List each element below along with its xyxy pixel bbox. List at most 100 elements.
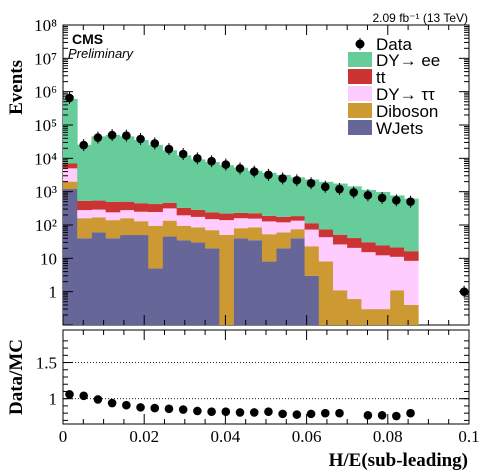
bar-wjets-16 (290, 238, 305, 325)
bar-dy-ee-1 (77, 144, 92, 201)
bar-dy-ee-3 (105, 134, 121, 202)
bar-wjets-13 (247, 240, 263, 325)
x-tick-label-3: 0.06 (292, 427, 322, 446)
luminosity-label: 2.09 fb⁻¹ (13 TeV) (373, 11, 469, 25)
ratio-point-6 (150, 403, 160, 413)
bar-tt-1 (77, 200, 92, 211)
bar-wjets-10 (205, 248, 220, 325)
bar-wjets-2 (91, 232, 107, 325)
bar-dy-ee-11 (219, 165, 234, 214)
svg-text:tt: tt (376, 68, 386, 87)
ratio-point-15 (278, 409, 287, 419)
bar-tt-4 (119, 201, 135, 211)
data-point-18 (320, 182, 330, 192)
bar-diboson-7 (162, 220, 178, 237)
y-tick-label-1: 10 (40, 249, 57, 268)
bar-dy-ee-23 (389, 195, 405, 248)
bar-diboson-15 (276, 232, 291, 249)
ratio-point-8 (178, 405, 188, 414)
bar-dy--11 (219, 220, 234, 236)
bar-diboson-1 (77, 218, 92, 239)
y-tick-label-4: 10⁴ (34, 149, 57, 168)
ratio-y-tick-label-1: 1.5 (36, 354, 57, 373)
y-tick-label-3: 10³ (35, 183, 57, 202)
bar-wjets-7 (162, 236, 178, 325)
cms-label: CMS (72, 31, 103, 47)
bar-wjets-0 (63, 189, 78, 325)
legend-entry-wjets: WJets (348, 119, 423, 138)
data-point-13 (249, 167, 259, 176)
bar-dy--20 (347, 247, 362, 300)
bar-dy--13 (247, 218, 263, 228)
ratio-point-7 (164, 404, 174, 414)
bar-tt-23 (389, 247, 405, 257)
y-tick-label-6: 10⁶ (34, 83, 57, 102)
bar-dy-ee-17 (304, 179, 320, 224)
data-point-21 (363, 190, 373, 200)
ratio-point-12 (235, 408, 245, 417)
data-point-7 (164, 144, 174, 154)
bar-tt-8 (176, 207, 192, 216)
bar-tt-5 (134, 203, 149, 212)
bar-tt-13 (247, 213, 263, 219)
bar-wjets-14 (261, 261, 277, 325)
ratio-point-1 (79, 391, 89, 401)
x-tick-label-0: 0 (59, 427, 68, 446)
svg-text:DY→ ττ: DY→ ττ (376, 85, 435, 104)
bar-wjets-1 (77, 238, 92, 325)
svg-text:WJets: WJets (376, 119, 423, 138)
bar-tt-19 (332, 234, 348, 245)
y-tick-label-2: 10² (35, 216, 57, 235)
bar-dy--14 (261, 221, 277, 235)
bar-wjets-3 (105, 238, 121, 325)
bar-diboson-16 (290, 229, 305, 239)
bar-wjets-17 (304, 275, 320, 325)
bar-diboson-21 (361, 309, 377, 325)
bar-dy--10 (205, 219, 220, 231)
bar-tt-9 (190, 209, 206, 217)
legend-entry-ttbar: tt (348, 68, 386, 87)
svg-text:DY→ ee: DY→ ee (376, 51, 440, 70)
data-point-12 (235, 164, 245, 173)
bar-dy--22 (375, 255, 391, 310)
legend-entry-dy-ee: DY→ ee (348, 51, 440, 70)
legend-entry-diboson: Diboson (348, 102, 438, 121)
bar-diboson-4 (119, 218, 135, 236)
bar-wjets-4 (119, 235, 135, 325)
data-point-0 (65, 93, 74, 103)
data-point-2 (93, 133, 103, 142)
ratio-point-23 (406, 408, 415, 418)
y-axis-title-ratio: Data/MC (6, 339, 27, 415)
data-points (65, 91, 469, 298)
y-tick-label-7: 10⁷ (34, 49, 57, 68)
x-tick-label-5: 0.1 (458, 427, 479, 446)
bar-tt-20 (347, 238, 362, 248)
bar-wjets-12 (233, 238, 249, 325)
bar-dy-ee-0 (63, 98, 78, 164)
bar-tt-24 (404, 251, 419, 261)
data-point-23 (392, 196, 401, 205)
bar-dy-ee-12 (233, 167, 249, 213)
y-tick-label-5: 10⁵ (34, 116, 57, 135)
bar-dy--0 (63, 168, 78, 182)
ratio-point-17 (306, 409, 316, 419)
bar-tt-0 (63, 163, 78, 169)
ratio-point-4 (122, 400, 131, 410)
data-point-22 (377, 193, 387, 203)
bar-diboson-5 (134, 221, 149, 236)
bar-dy--1 (77, 210, 92, 219)
bar-tt-14 (261, 215, 277, 222)
bar-dy-ee-24 (404, 198, 419, 252)
bar-dy--12 (233, 218, 249, 229)
x-tick-label-2: 0.04 (211, 427, 241, 446)
bar-dy--23 (389, 256, 405, 291)
bar-tt-7 (162, 202, 178, 209)
bar-dy--5 (134, 211, 149, 222)
data-point-20 (349, 188, 358, 197)
ratio-point-0 (65, 390, 74, 399)
bar-diboson-3 (105, 220, 121, 239)
data-point-4 (122, 131, 131, 140)
bar-diboson-18 (318, 261, 334, 325)
x-tick-label-1: 0.02 (129, 427, 159, 446)
